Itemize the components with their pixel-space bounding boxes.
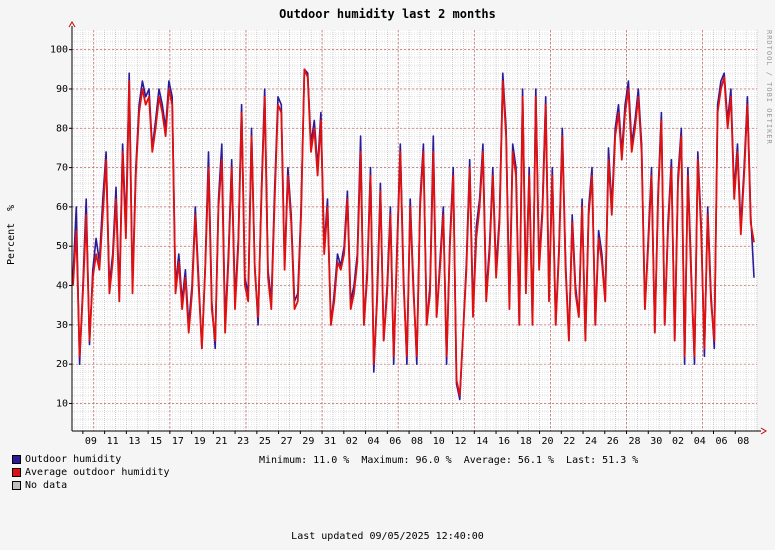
x-axis-arrow [760, 427, 767, 435]
y-tick-label: 90 [56, 84, 68, 95]
x-tick-label: 25 [259, 436, 271, 447]
x-tick-label: 29 [302, 436, 314, 447]
chart-title: Outdoor humidity last 2 months [279, 7, 496, 21]
x-tick-label: 20 [542, 436, 554, 447]
legend-label: No data [25, 480, 68, 491]
y-tick-label: 70 [56, 163, 68, 174]
x-tick-label: 13 [128, 436, 140, 447]
x-tick-label: 06 [715, 436, 727, 447]
series-line-average-humidity [72, 68, 755, 397]
rrdtool-credit: RRDTOOL / TOBI OETIKER [765, 30, 773, 145]
x-tick-label: 22 [563, 436, 575, 447]
legend-label: Outdoor humidity [25, 454, 122, 465]
x-tick-label: 19 [194, 436, 206, 447]
x-tick-label: 24 [585, 436, 597, 447]
legend-item-nodata: No data [12, 479, 170, 492]
x-tick-label: 28 [629, 436, 641, 447]
x-tick-label: 09 [85, 436, 97, 447]
legend-item-average: Average outdoor humidity [12, 466, 170, 479]
x-tick-label: 16 [498, 436, 510, 447]
x-tick-label: 10 [433, 436, 445, 447]
x-tick-label: 12 [455, 436, 467, 447]
last-updated: Last updated 09/05/2025 12:40:00 [291, 531, 484, 542]
legend: Outdoor humidity Average outdoor humidit… [12, 453, 170, 492]
y-tick-label: 60 [56, 202, 68, 213]
x-tick-label: 02 [672, 436, 684, 447]
x-tick-label: 06 [389, 436, 401, 447]
x-tick-label: 11 [107, 436, 119, 447]
legend-swatch-humidity [12, 455, 21, 464]
legend-label: Average outdoor humidity [25, 467, 170, 478]
summary-stats: Minimum: 11.0 % Maximum: 96.0 % Average:… [259, 455, 639, 466]
x-tick-label: 14 [476, 436, 488, 447]
x-tick-label: 02 [346, 436, 358, 447]
x-tick-label: 04 [368, 436, 380, 447]
x-tick-label: 15 [150, 436, 162, 447]
y-tick-label: 30 [56, 320, 68, 331]
y-tick-label: 40 [56, 281, 68, 292]
x-tick-label: 27 [281, 436, 293, 447]
x-tick-label: 18 [520, 436, 532, 447]
x-tick-label: 26 [607, 436, 619, 447]
x-tick-label: 04 [694, 436, 706, 447]
legend-swatch-nodata [12, 481, 21, 490]
y-tick-label: 10 [56, 398, 68, 409]
x-tick-label: 17 [172, 436, 184, 447]
legend-item-humidity: Outdoor humidity [12, 453, 170, 466]
x-tick-label: 08 [411, 436, 423, 447]
x-tick-label: 21 [215, 436, 227, 447]
y-tick-label: 100 [50, 45, 68, 56]
x-tick-label: 31 [324, 436, 336, 447]
y-axis-arrow [68, 21, 76, 28]
x-tick-label: 08 [737, 436, 749, 447]
x-tick-label: 30 [650, 436, 662, 447]
legend-swatch-average [12, 468, 21, 477]
y-tick-label: 20 [56, 359, 68, 370]
y-tick-label: 50 [56, 241, 68, 252]
y-tick-label: 80 [56, 123, 68, 134]
x-tick-label: 23 [237, 436, 249, 447]
